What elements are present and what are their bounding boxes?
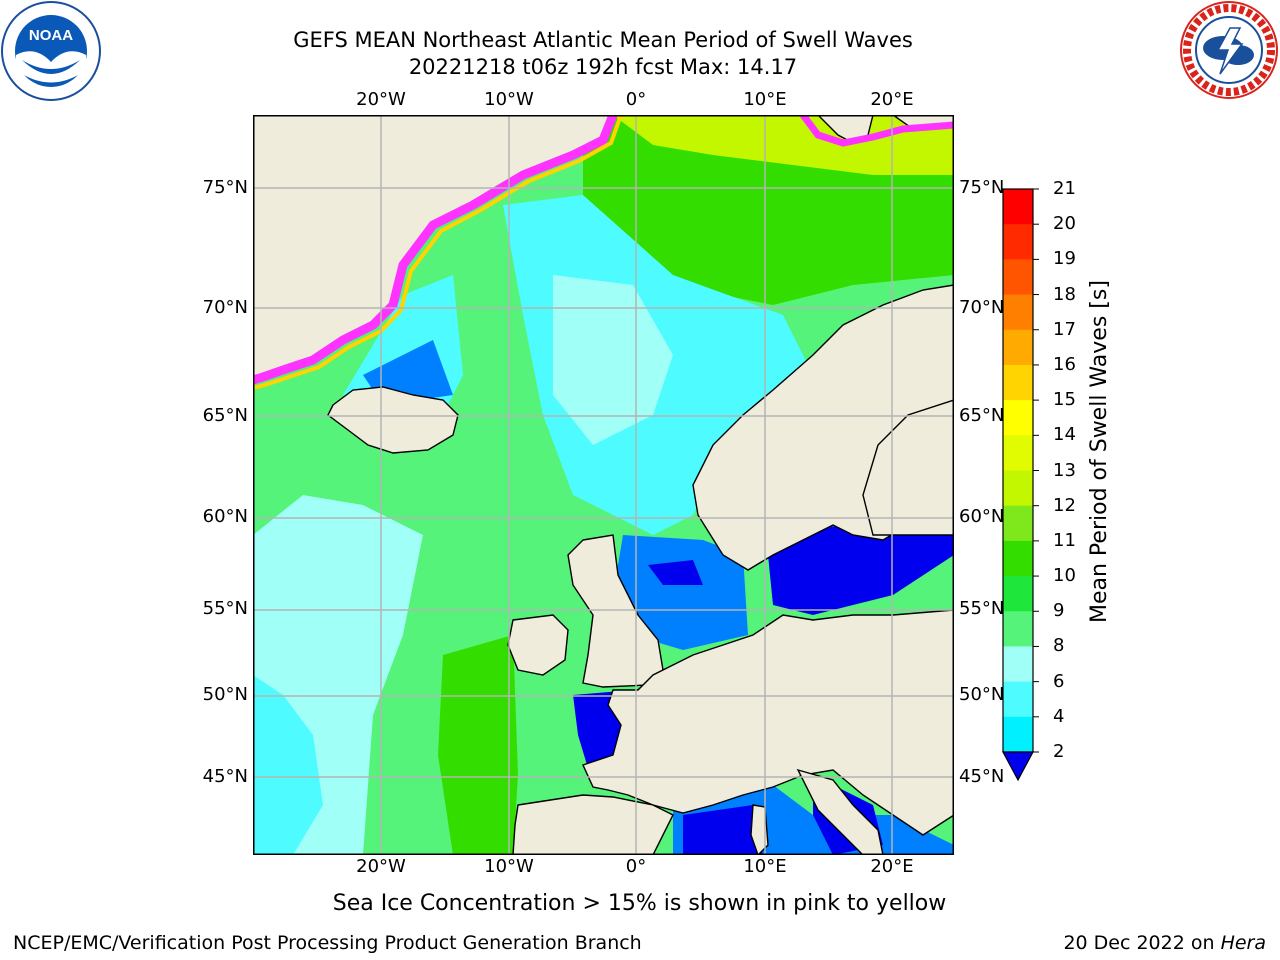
lat-tick-left: 75°N xyxy=(202,177,248,198)
lon-tick-top: 20°E xyxy=(870,89,914,110)
footer-right: 20 Dec 2022 on Hera xyxy=(1063,932,1266,954)
sea-ice-edge-yellow xyxy=(253,115,623,390)
lat-tick-left: 55°N xyxy=(202,598,248,619)
lon-tick-bottom: 0° xyxy=(625,856,647,877)
colorbar-band xyxy=(1003,259,1033,296)
lat-tick-right: 45°N xyxy=(959,766,1005,787)
graticule xyxy=(253,115,954,855)
colorbar-tick-label: 11 xyxy=(1053,529,1076,551)
colorbar-tick-label: 19 xyxy=(1053,248,1076,270)
colorbar-label: Mean Period of Swell Waves [s] xyxy=(1087,280,1112,623)
map-title: GEFS MEAN Northeast Atlantic Mean Period… xyxy=(293,28,913,52)
colorbar-band xyxy=(1003,611,1033,647)
lat-tick-right: 75°N xyxy=(959,177,1005,198)
lat-tick-left: 70°N xyxy=(202,297,248,318)
colorbar-tick-label: 4 xyxy=(1053,705,1065,727)
lon-tick-bottom: 20°E xyxy=(870,856,914,877)
map-panel xyxy=(253,115,954,855)
colorbar xyxy=(1001,188,1039,782)
colorbar-band xyxy=(1003,294,1033,331)
iceland xyxy=(327,386,459,454)
colorbar-band xyxy=(1003,189,1033,225)
lat-tick-right: 60°N xyxy=(959,506,1005,527)
noaa-logo-text: NOAA xyxy=(29,27,73,44)
lat-tick-right: 70°N xyxy=(959,297,1005,318)
colorbar-tick-label: 2 xyxy=(1053,741,1065,762)
lat-tick-right: 65°N xyxy=(959,405,1005,426)
noaa-logo: NOAA xyxy=(1,1,101,101)
lon-tick-top: 20°W xyxy=(356,89,406,110)
colorbar-tick-label: 18 xyxy=(1053,283,1076,305)
great-britain xyxy=(567,534,664,688)
lat-tick-left: 60°N xyxy=(202,506,248,527)
colorbar-tick-label: 15 xyxy=(1053,389,1076,411)
lon-tick-bottom: 20°W xyxy=(356,856,406,877)
nws-logo xyxy=(1180,1,1278,99)
swell-region-northsea xyxy=(613,535,748,650)
colorbar-tick-label: 21 xyxy=(1053,178,1076,199)
swell-region-northsea-dark xyxy=(648,560,703,585)
colorbar-band xyxy=(1003,646,1033,683)
colorbar-tick-label: 20 xyxy=(1053,213,1076,235)
lat-tick-left: 50°N xyxy=(202,684,248,705)
colorbar-band xyxy=(1003,364,1033,401)
swell-region-8s xyxy=(253,675,323,855)
colorbar-tick-label: 10 xyxy=(1053,565,1076,587)
sea-ice-edge xyxy=(253,115,618,385)
lat-tick-right: 50°N xyxy=(959,684,1005,705)
lat-tick-left: 45°N xyxy=(202,766,248,787)
lat-tick-right: 55°N xyxy=(959,598,1005,619)
lon-tick-top: 10°E xyxy=(743,89,787,110)
footer-date: 20 Dec 2022 on xyxy=(1063,932,1221,954)
colorbar-tick-label: 16 xyxy=(1053,353,1076,375)
colorbar-tick-label: 8 xyxy=(1053,635,1065,657)
corsica-sardinia xyxy=(750,804,769,855)
iberia xyxy=(512,794,674,855)
colorbar-band xyxy=(1003,576,1033,612)
swell-region-central-9s xyxy=(553,275,673,445)
sea-ice-svalbard xyxy=(800,115,954,147)
finland-russia xyxy=(862,399,954,536)
lon-tick-bottom: 10°W xyxy=(484,856,534,877)
lon-tick-top: 10°W xyxy=(484,89,534,110)
sea-ice-caption: Sea Ice Concentration > 15% is shown in … xyxy=(332,891,947,916)
footer-left: NCEP/EMC/Verification Post Processing Pr… xyxy=(13,932,642,954)
colorbar-tick-label: 6 xyxy=(1053,670,1065,692)
colorbar-band xyxy=(1003,505,1033,542)
italy xyxy=(796,768,884,855)
colorbar-tick-label: 9 xyxy=(1053,600,1065,622)
colorbar-band xyxy=(1003,681,1033,718)
lon-tick-bottom: 10°E xyxy=(743,856,787,877)
colorbar-band xyxy=(1003,540,1033,577)
colorbar-band xyxy=(1003,716,1033,753)
lat-tick-left: 65°N xyxy=(202,405,248,426)
colorbar-under-arrow xyxy=(1001,751,1035,782)
colorbar-band xyxy=(1003,329,1033,366)
lon-tick-top: 0° xyxy=(625,89,647,110)
colorbar-tick-label: 12 xyxy=(1053,494,1076,516)
land xyxy=(253,115,954,855)
footer-host: Hera xyxy=(1220,932,1266,954)
colorbar-tick-label: 14 xyxy=(1053,424,1076,446)
map-frame xyxy=(253,115,954,855)
europe-mainland xyxy=(582,609,954,836)
colorbar-band xyxy=(1003,224,1033,260)
colorbar-tick-label: 17 xyxy=(1053,318,1076,340)
colorbar-band xyxy=(1003,400,1033,436)
map-subtitle: 20221218 t06z 192h fcst Max: 14.17 xyxy=(408,55,798,79)
colorbar-band xyxy=(1003,435,1033,471)
swell-region-baltic xyxy=(768,525,954,615)
swell-region-green-west xyxy=(438,635,518,855)
colorbar-band xyxy=(1003,470,1033,507)
colorbar-tick-label: 13 xyxy=(1053,459,1076,481)
